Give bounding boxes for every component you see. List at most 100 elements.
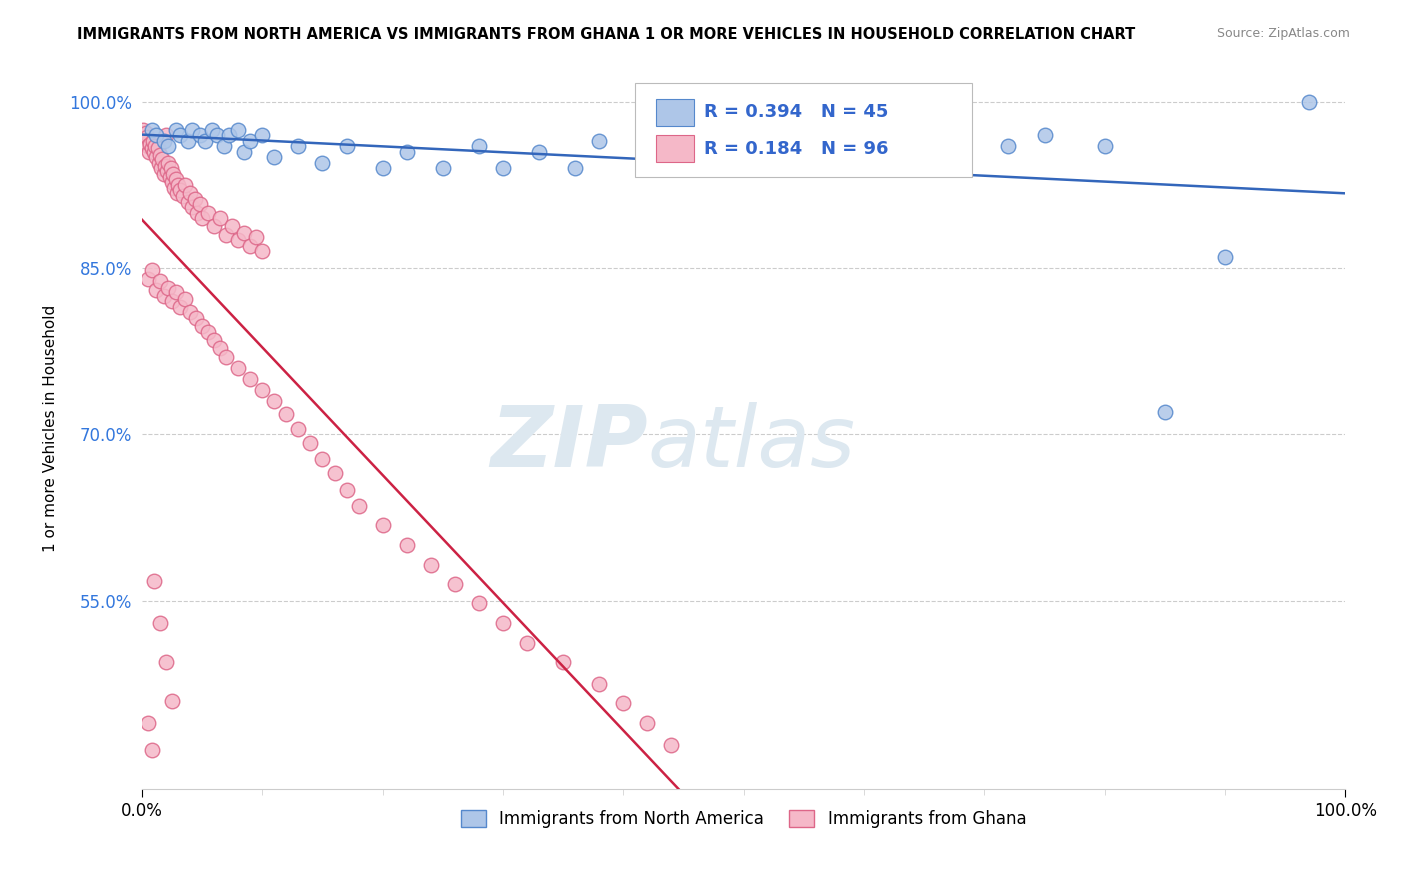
- Point: [239, 134, 262, 148]
- Point: [169, 184, 191, 198]
- Point: [136, 272, 159, 286]
- Point: [1154, 405, 1177, 419]
- Point: [432, 161, 454, 176]
- Point: [949, 139, 972, 153]
- Point: [215, 350, 238, 364]
- Point: [252, 244, 274, 259]
- Point: [226, 122, 249, 136]
- Point: [636, 145, 658, 159]
- Point: [142, 134, 165, 148]
- Point: [1033, 128, 1056, 142]
- Point: [145, 283, 167, 297]
- Point: [492, 161, 515, 176]
- Point: [492, 615, 515, 630]
- Point: [252, 383, 274, 397]
- Point: [311, 451, 333, 466]
- Point: [419, 558, 441, 573]
- Bar: [655, 99, 695, 126]
- Point: [135, 130, 157, 145]
- Point: [371, 518, 394, 533]
- Point: [150, 161, 173, 176]
- Point: [263, 150, 285, 164]
- Point: [527, 145, 550, 159]
- Point: [263, 394, 285, 409]
- Point: [202, 333, 225, 347]
- Point: [877, 139, 900, 153]
- Point: [191, 318, 214, 333]
- Y-axis label: 1 or more Vehicles in Household: 1 or more Vehicles in Household: [44, 305, 58, 552]
- Point: [141, 743, 163, 757]
- Point: [160, 693, 183, 707]
- Point: [179, 186, 201, 200]
- Text: ZIP: ZIP: [489, 401, 647, 484]
- Point: [176, 194, 198, 209]
- Point: [141, 263, 163, 277]
- Point: [335, 139, 357, 153]
- Point: [143, 139, 166, 153]
- Point: [588, 134, 610, 148]
- Point: [152, 167, 174, 181]
- Point: [612, 696, 634, 710]
- Point: [239, 372, 262, 386]
- Point: [197, 205, 219, 219]
- Point: [143, 145, 166, 159]
- Point: [1298, 95, 1320, 109]
- Point: [209, 341, 232, 355]
- Point: [181, 200, 204, 214]
- Point: [149, 615, 172, 630]
- Point: [163, 181, 186, 195]
- Point: [141, 141, 163, 155]
- Point: [468, 596, 491, 610]
- Point: [252, 128, 274, 142]
- Legend: Immigrants from North America, Immigrants from Ghana: Immigrants from North America, Immigrant…: [454, 804, 1033, 835]
- Point: [212, 139, 235, 153]
- Point: [191, 211, 214, 226]
- Point: [287, 422, 309, 436]
- Point: [160, 294, 183, 309]
- Point: [201, 122, 224, 136]
- Point: [156, 163, 179, 178]
- Point: [165, 285, 187, 300]
- Point: [160, 175, 183, 189]
- Point: [672, 139, 695, 153]
- Point: [299, 436, 322, 450]
- Point: [395, 145, 418, 159]
- Text: R = 0.394   N = 45: R = 0.394 N = 45: [704, 103, 889, 121]
- Point: [335, 483, 357, 497]
- Point: [152, 153, 174, 167]
- Point: [146, 141, 169, 155]
- Point: [145, 128, 167, 142]
- Point: [179, 305, 201, 319]
- Point: [828, 139, 851, 153]
- Point: [347, 500, 370, 514]
- Point: [174, 292, 197, 306]
- Point: [159, 170, 181, 185]
- Point: [188, 196, 211, 211]
- Point: [153, 159, 176, 173]
- Point: [197, 326, 219, 340]
- Point: [202, 219, 225, 233]
- Point: [218, 128, 240, 142]
- Point: [184, 310, 207, 325]
- Point: [564, 161, 586, 176]
- Point: [756, 145, 779, 159]
- Point: [167, 178, 190, 192]
- Point: [661, 738, 683, 752]
- Point: [226, 360, 249, 375]
- Point: [165, 172, 187, 186]
- Point: [169, 300, 191, 314]
- Point: [132, 122, 155, 136]
- Point: [516, 636, 538, 650]
- Point: [209, 211, 232, 226]
- Point: [139, 136, 162, 151]
- Point: [148, 155, 170, 169]
- Point: [136, 139, 159, 153]
- Point: [169, 128, 191, 142]
- Point: [239, 239, 262, 253]
- Point: [134, 134, 156, 148]
- Point: [165, 122, 187, 136]
- Point: [136, 715, 159, 730]
- Text: IMMIGRANTS FROM NORTH AMERICA VS IMMIGRANTS FROM GHANA 1 OR MORE VEHICLES IN HOU: IMMIGRANTS FROM NORTH AMERICA VS IMMIGRA…: [77, 27, 1136, 42]
- Point: [162, 167, 184, 181]
- Point: [157, 139, 180, 153]
